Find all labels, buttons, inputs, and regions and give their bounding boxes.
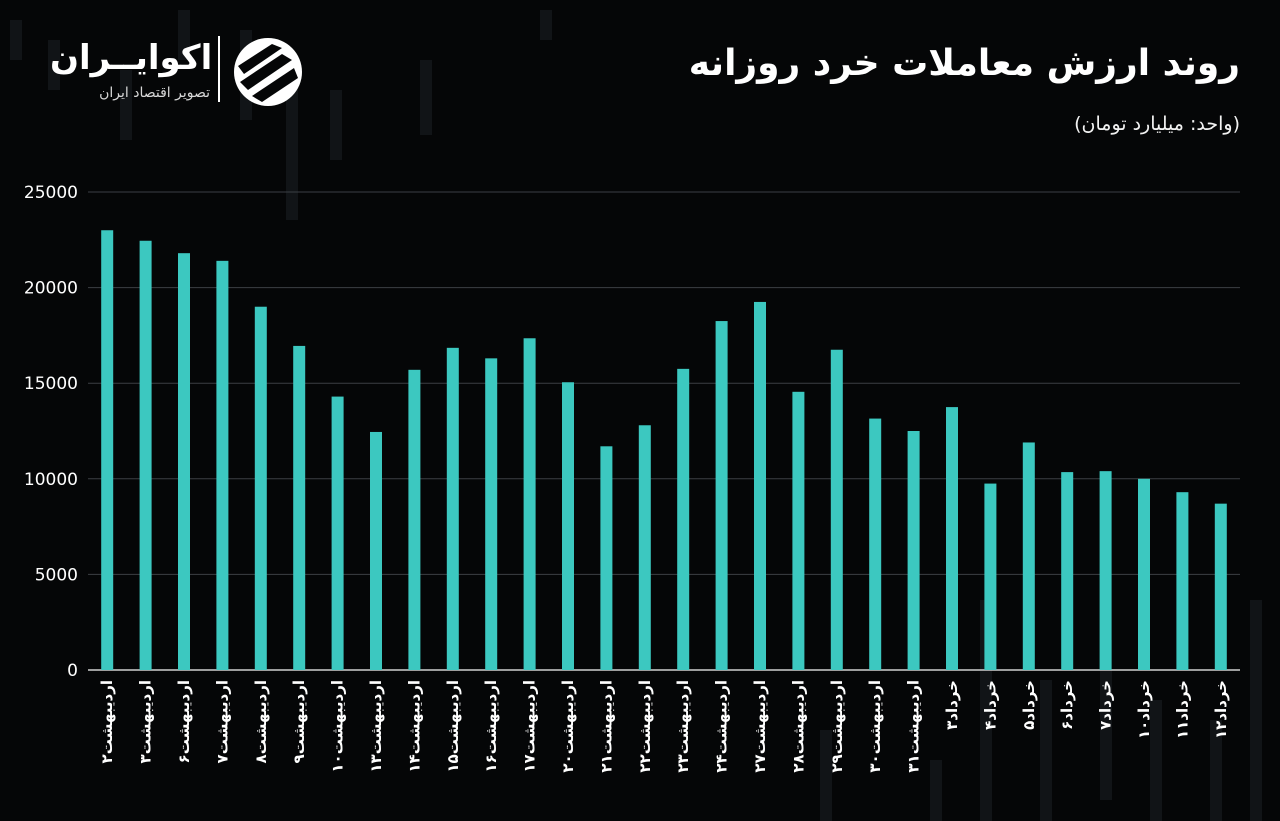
x-tick-label: اردیبهشت۹ xyxy=(290,680,308,763)
bar xyxy=(1138,478,1150,670)
bar xyxy=(254,306,267,670)
x-tick-label: اردیبهشت۲۸ xyxy=(789,680,807,773)
x-tick-label: خرداد۱۱ xyxy=(1173,680,1191,739)
logo-tagline: تصویر اقتصاد ایران xyxy=(99,85,210,101)
bar xyxy=(523,338,536,670)
logo-divider xyxy=(218,36,220,102)
background-candle xyxy=(1040,680,1052,821)
bar xyxy=(1176,492,1189,670)
bar xyxy=(178,253,190,670)
x-tick-label: اردیبهشت۱۴ xyxy=(405,680,423,773)
background-candle xyxy=(330,90,342,160)
x-tick-label: خرداد۵ xyxy=(1020,680,1038,730)
background-candle xyxy=(1250,600,1262,821)
logo-mark-icon xyxy=(234,38,302,106)
y-tick-label: 25000 xyxy=(24,183,78,203)
bar-chart: 25000 20000 15000 10000 5000 0 اردیبهشت۲ اردیبه… xyxy=(24,183,1240,773)
x-tick-label: اردیبهشت۳۰ xyxy=(866,680,884,773)
bar xyxy=(408,369,421,670)
x-tick-label: اردیبهشت۲۲ xyxy=(636,680,654,773)
x-tick-label: اردیبهشت۱۳ xyxy=(367,680,385,773)
background-candle xyxy=(1150,700,1162,821)
bar xyxy=(216,260,229,670)
bar xyxy=(1214,503,1227,670)
background-candle xyxy=(48,40,60,90)
background-candle xyxy=(178,10,190,60)
bar xyxy=(485,358,498,670)
bar xyxy=(331,396,344,670)
x-tick-label: اردیبهشت۷ xyxy=(213,680,231,763)
background-candle xyxy=(540,10,552,40)
background-candle xyxy=(420,60,432,135)
background-candle xyxy=(930,760,942,821)
unit-label: (واحد: میلیارد تومان) xyxy=(1074,113,1240,135)
x-tick-label: اردیبهشت۲۰ xyxy=(559,680,577,773)
bar xyxy=(869,418,882,670)
x-tick-label: اردیبهشت۲ xyxy=(98,680,116,763)
y-tick-label: 10000 xyxy=(24,470,78,490)
x-tick-label: اردیبهشت۱۵ xyxy=(444,680,462,773)
y-tick-label: 15000 xyxy=(24,374,78,394)
bar xyxy=(101,230,114,671)
bar xyxy=(562,382,574,670)
bar xyxy=(715,321,728,670)
background-candle xyxy=(10,20,22,60)
bar xyxy=(1061,472,1074,670)
background-candle xyxy=(1100,640,1112,800)
x-tick-label: خرداد۳ xyxy=(943,680,961,730)
x-tick-label: اردیبهشت۳ xyxy=(137,680,155,763)
x-tick-label: اردیبهشت۲۷ xyxy=(751,680,769,773)
x-tick-label: اردیبهشت۶ xyxy=(175,680,193,763)
background-candle xyxy=(120,70,132,140)
y-tick-label: 5000 xyxy=(35,565,78,585)
bar xyxy=(984,483,997,670)
bar xyxy=(792,391,805,670)
bar xyxy=(638,425,651,670)
bar xyxy=(1022,442,1035,670)
x-tick-label: اردیبهشت۲۱ xyxy=(597,680,615,773)
bar xyxy=(946,407,958,670)
logo-name: اکوایــران xyxy=(50,38,213,78)
logo: اکوایــران تصویر اقتصاد ایران xyxy=(50,36,310,108)
bar xyxy=(370,431,382,670)
y-tick-label: 0 xyxy=(67,661,78,681)
x-tick-label: اردیبهشت۸ xyxy=(252,680,270,763)
bar xyxy=(754,301,766,670)
bar xyxy=(677,368,690,670)
bar xyxy=(830,349,843,670)
x-tick-label: خرداد۷ xyxy=(1097,680,1115,730)
x-tick-label: اردیبهشت۱۷ xyxy=(521,680,539,773)
x-tick-label: اردیبهشت۱۰ xyxy=(329,680,347,773)
x-tick-label: خرداد۱۲ xyxy=(1212,680,1230,739)
bar xyxy=(1099,471,1112,670)
background-candle xyxy=(1210,720,1222,821)
bar xyxy=(907,431,920,670)
x-tick-label: خرداد۴ xyxy=(981,680,999,730)
background-candle xyxy=(820,730,832,821)
x-tick-label: اردیبهشت۳۱ xyxy=(905,680,923,773)
x-tick-label: اردیبهشت۲۴ xyxy=(713,680,731,773)
bar xyxy=(600,446,613,670)
x-tick-label: اردیبهشت۱۶ xyxy=(482,680,500,773)
bar xyxy=(446,347,459,670)
chart-title: روند ارزش معاملات خرد روزانه xyxy=(688,43,1240,84)
x-tick-label: اردیبهشت۲۹ xyxy=(828,680,846,773)
background-candle xyxy=(286,60,298,220)
y-tick-label: 20000 xyxy=(24,279,78,299)
bar xyxy=(139,240,152,671)
x-tick-label: خرداد۱۰ xyxy=(1135,680,1153,739)
x-tick-label: اردیبهشت۲۳ xyxy=(674,680,692,773)
x-tick-label: خرداد۶ xyxy=(1058,680,1076,730)
bar xyxy=(293,345,306,670)
